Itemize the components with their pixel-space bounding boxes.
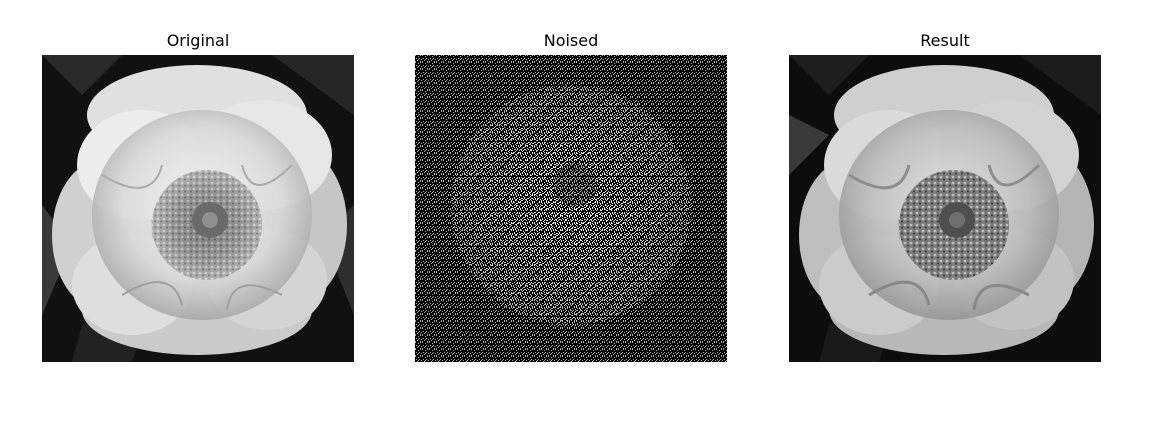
panel-title-original: Original: [166, 31, 230, 50]
panel-title-noised: Noised: [543, 31, 599, 50]
result-image: [789, 55, 1101, 362]
noised-image: [415, 55, 727, 362]
original-image: [42, 55, 354, 362]
panel-title-result: Result: [920, 31, 970, 50]
